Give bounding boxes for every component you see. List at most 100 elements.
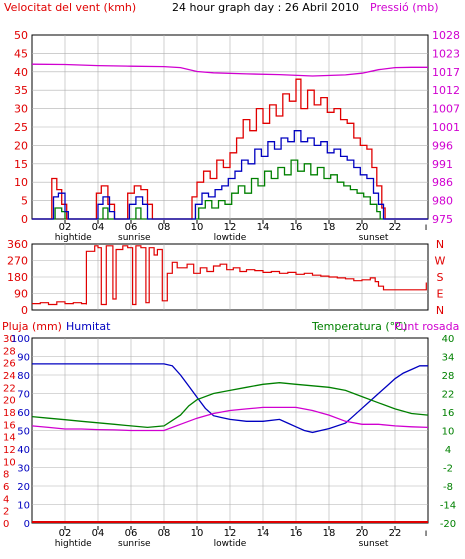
humidity-y-tick: 40 — [17, 445, 30, 456]
end-tick-label: ı — [425, 528, 428, 539]
wind-average-line — [32, 130, 428, 220]
hour-tick-label: 06 — [125, 222, 138, 233]
humidity-y-tick: 80 — [17, 371, 30, 382]
rain-y-tick: 10 — [3, 457, 16, 468]
wind-y-tick: 35 — [14, 84, 28, 97]
humidity-y-tick: 90 — [17, 353, 30, 364]
rain-humidity-temperature-chart: 0246810121416182022242628300102030405060… — [3, 334, 456, 549]
rain-y-tick: 20 — [3, 396, 16, 407]
pressure-y-tick: 991 — [432, 158, 453, 171]
rain-axis-title: Pluja (mm) — [2, 320, 62, 333]
rain-y-tick: 8 — [3, 470, 9, 481]
hour-tick-label: 12 — [224, 222, 237, 233]
wind-y-tick: 0 — [21, 213, 28, 226]
rain-y-tick: 18 — [3, 408, 16, 419]
humidity-y-tick: 70 — [17, 390, 30, 401]
hour-tick-label: 02 — [59, 528, 72, 539]
wind-y-tick: 40 — [14, 66, 28, 79]
wind-y-tick: 45 — [14, 47, 28, 60]
humidity-y-tick: 20 — [17, 482, 30, 493]
hour-tick-label: 04 — [92, 222, 105, 233]
rain-y-tick: 22 — [3, 383, 16, 394]
hour-tick-label: 18 — [323, 222, 336, 233]
event-label-lowtide: lowtide — [214, 539, 247, 549]
event-label-hightide: hightide — [55, 233, 92, 243]
direction-compass-label: E — [437, 288, 444, 301]
temperature-y-tick: 10 — [442, 427, 455, 438]
direction-y-tick: 180 — [7, 271, 28, 284]
pressure-y-tick: 1028 — [432, 29, 460, 42]
hour-tick-label: 22 — [389, 528, 402, 539]
event-label-sunset: sunset — [359, 539, 389, 549]
hour-tick-label: 14 — [257, 528, 270, 539]
rain-y-tick: 0 — [3, 519, 9, 530]
wind-gust-line — [32, 78, 428, 220]
pressure-y-tick: 980 — [432, 195, 453, 208]
wind-y-tick: 5 — [21, 195, 28, 208]
humidity-y-tick: 10 — [17, 501, 30, 512]
pressure-y-tick: 1023 — [432, 47, 460, 60]
pressure-y-tick: 1012 — [432, 84, 460, 97]
direction-y-tick: 360 — [7, 238, 28, 251]
hour-tick-label: 20 — [356, 222, 369, 233]
rain-y-tick: 28 — [3, 346, 16, 357]
wind-y-tick: 20 — [14, 139, 28, 152]
graph-title: 24 hour graph day : 26 Abril 2010 — [172, 1, 359, 14]
wind-y-tick: 25 — [14, 121, 28, 134]
temperature-y-tick: 40 — [442, 334, 455, 345]
hour-tick-label: 10 — [191, 222, 204, 233]
hour-tick-label: 02 — [59, 222, 72, 233]
hour-tick-label: 16 — [290, 528, 303, 539]
rain-y-tick: 6 — [3, 482, 9, 493]
hour-tick-label: 14 — [257, 222, 270, 233]
event-label-lowtide: lowtide — [214, 233, 247, 243]
wind-y-tick: 30 — [14, 103, 28, 116]
hour-tick-label: 08 — [158, 528, 171, 539]
direction-compass-label: W — [435, 255, 446, 268]
rain-y-tick: 4 — [3, 494, 9, 505]
wind-pressure-chart: 0 5 10 15 20 25 30 35 40 45 50 975 980 986 991 996 1001 1… — [14, 29, 460, 243]
pressure-y-tick: 1007 — [432, 103, 460, 116]
dewpoint-axis-title: Punt rosada — [394, 320, 459, 333]
direction-y-tick: 0 — [21, 304, 28, 317]
wind-y-tick: 15 — [14, 158, 28, 171]
wind-y-tick: 10 — [14, 176, 28, 189]
temperature-axis-title: Temperatura (°C) — [311, 320, 407, 333]
rain-y-tick: 24 — [3, 371, 16, 382]
hour-tick-label: 20 — [356, 528, 369, 539]
temperature-y-tick: -20 — [440, 519, 456, 530]
humidity-y-tick: 30 — [17, 464, 30, 475]
wind-y-tick: 50 — [14, 29, 28, 42]
direction-line — [32, 245, 427, 306]
temperature-y-tick: 28 — [442, 371, 455, 382]
humidity-axis-title: Humitat — [66, 320, 111, 333]
pressure-y-tick: 975 — [432, 213, 453, 226]
end-tick-label: ı — [425, 222, 428, 233]
temperature-y-tick: 4 — [445, 445, 451, 456]
event-label-hightide: hightide — [55, 539, 92, 549]
hour-tick-label: 06 — [125, 528, 138, 539]
event-label-sunrise: sunrise — [118, 539, 151, 549]
humidity-line — [32, 363, 428, 434]
temperature-y-tick: 34 — [442, 353, 455, 364]
temperature-y-tick: -14 — [440, 501, 456, 512]
direction-compass-label: N — [436, 304, 444, 317]
humidity-y-tick: 50 — [17, 427, 30, 438]
temperature-y-tick: 16 — [442, 408, 455, 419]
dewpoint-line — [31, 406, 429, 432]
pressure-y-tick: 1001 — [432, 121, 460, 134]
hour-tick-label: 10 — [191, 528, 204, 539]
pressure-line — [31, 63, 428, 77]
direction-compass-label: S — [437, 271, 444, 284]
hour-tick-label: 04 — [92, 528, 105, 539]
temperature-y-tick: -8 — [443, 482, 453, 493]
humidity-y-tick: 0 — [24, 519, 30, 530]
pressure-axis-title: Pressió (mb) — [370, 1, 439, 14]
event-label-sunset: sunset — [359, 233, 389, 243]
rain-y-tick: 16 — [3, 420, 16, 431]
pressure-y-tick: 1017 — [432, 66, 460, 79]
hour-tick-label: 18 — [323, 528, 336, 539]
hour-tick-label: 08 — [158, 222, 171, 233]
